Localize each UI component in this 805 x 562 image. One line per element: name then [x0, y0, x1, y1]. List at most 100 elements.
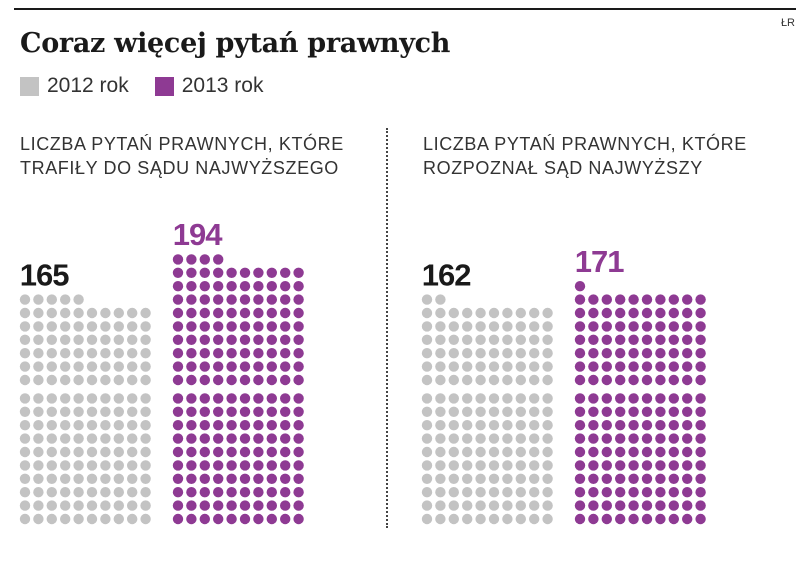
dot-2-2012-74 — [502, 420, 513, 431]
dot-2-2012-137 — [462, 334, 473, 345]
dot-1-2012-116 — [73, 361, 84, 372]
dot-1-2012-131 — [140, 334, 151, 345]
dot-2-2012-38 — [448, 473, 459, 484]
dot-2-2013-82 — [682, 406, 693, 417]
dot-2-2013-5 — [641, 513, 653, 525]
dot-1-2012-92 — [127, 393, 138, 404]
dot-1-2012-153 — [113, 307, 125, 319]
dot-1-2012-4 — [100, 513, 111, 525]
dot-1-2012-134 — [100, 334, 111, 345]
dot-2-2013-70 — [574, 433, 586, 444]
dot-2-2013-102 — [682, 374, 693, 386]
dot-2-2013-3 — [668, 513, 679, 525]
dot-2-2013-125 — [641, 348, 653, 359]
dot-2-2012-82 — [529, 406, 540, 417]
dot-1-2013-155 — [239, 307, 251, 319]
dot-1-2013-101 — [293, 374, 304, 386]
dot-2-2013-106 — [628, 374, 639, 386]
dot-1-2013-188 — [199, 267, 210, 278]
dot-1-2012-121 — [140, 348, 151, 359]
dot-2-2013-140 — [574, 334, 586, 345]
dot-2-2012-93 — [515, 393, 526, 404]
dot-1-2012-49 — [33, 460, 44, 471]
dot-2-2013-53 — [668, 446, 679, 458]
dot-2-2013-92 — [682, 393, 693, 404]
dot-2-2013-67 — [615, 433, 626, 444]
dot-1-2012-5 — [86, 513, 98, 525]
dot-1-2012-157 — [59, 307, 71, 319]
dot-2-2013-47 — [615, 460, 626, 471]
dot-1-2012-136 — [73, 334, 84, 345]
dot-1-2013-83 — [266, 406, 277, 417]
dot-1-2012-149 — [33, 321, 44, 332]
dot-1-2012-156 — [73, 307, 84, 319]
dot-2-2012-50 — [421, 460, 433, 471]
dot-2-2012-94 — [502, 393, 513, 404]
dot-1-2013-65 — [239, 433, 251, 444]
dot-2-2012-131 — [542, 334, 553, 345]
dot-1-2013-15 — [239, 500, 251, 511]
dot-2-2012-43 — [515, 460, 526, 471]
dot-1-2012-63 — [113, 433, 125, 444]
dot-2-2013-33 — [668, 473, 679, 484]
dot-2-2013-63 — [668, 433, 679, 444]
dot-2-2012-122 — [529, 348, 540, 359]
dot-2-2012-64 — [502, 433, 513, 444]
dot-1-2013-138 — [199, 334, 210, 345]
dot-2-2012-62 — [529, 433, 540, 444]
dot-1-2012-109 — [33, 374, 44, 386]
dot-1-2013-143 — [266, 321, 277, 332]
dot-1-2013-39 — [186, 473, 197, 484]
dot-2-2013-136 — [628, 334, 639, 345]
dot-1-2013-80 — [172, 420, 184, 431]
dot-2-2012-49 — [435, 460, 446, 471]
dot-2-2012-31 — [542, 473, 553, 484]
dot-2-2012-152 — [529, 307, 540, 319]
dot-2-2013-16 — [628, 500, 639, 511]
dot-2-2013-147 — [615, 321, 626, 332]
dot-2-2012-42 — [529, 460, 540, 471]
dot-1-2013-133 — [266, 334, 277, 345]
dot-1-2013-150 — [172, 321, 184, 332]
dot-1-2013-117 — [213, 361, 224, 372]
dot-2-2012-113 — [515, 361, 526, 372]
dot-2-2013-117 — [615, 361, 626, 372]
dot-2-2013-104 — [655, 374, 666, 386]
dot-2-2012-161 — [421, 294, 433, 305]
dot-1-2012-35 — [86, 473, 98, 484]
dot-1-2012-21 — [140, 487, 151, 498]
dot-2-2013-119 — [588, 361, 599, 372]
legend-swatch-2013 — [154, 76, 174, 96]
dot-2-2013-167 — [615, 294, 626, 305]
dot-1-2013-16 — [226, 500, 237, 511]
dot-1-2012-53 — [113, 446, 125, 458]
dot-2-2012-100 — [421, 393, 433, 404]
dot-1-2012-15 — [86, 500, 98, 511]
dot-1-2012-162 — [33, 294, 44, 305]
dot-2-2012-18 — [448, 500, 459, 511]
dot-1-2012-75 — [86, 420, 98, 431]
dot-2-2012-138 — [448, 334, 459, 345]
dot-1-2012-83 — [113, 406, 125, 417]
dot-1-2012-132 — [127, 334, 138, 345]
dot-2-2013-170 — [574, 294, 586, 305]
dot-2-2013-84 — [655, 406, 666, 417]
dot-1-2012-89 — [33, 406, 44, 417]
dot-2-2013-69 — [588, 433, 599, 444]
dot-1-2013-63 — [266, 433, 277, 444]
dot-1-2013-130 — [172, 348, 184, 359]
dot-2-2012-140 — [421, 334, 433, 345]
dot-1-2012-28 — [46, 487, 57, 498]
dot-2-2012-66 — [475, 433, 486, 444]
dot-1-2012-110 — [19, 374, 31, 386]
dot-2-2012-19 — [435, 500, 446, 511]
dot-2-2012-136 — [475, 334, 486, 345]
dot-2-2012-55 — [488, 446, 500, 458]
dot-2-2012-92 — [529, 393, 540, 404]
dot-2-2012-59 — [435, 446, 446, 458]
dot-1-2013-178 — [199, 281, 210, 292]
value-label-2-2013: 171 — [575, 244, 624, 279]
dot-1-2013-98 — [199, 393, 210, 404]
dot-1-2012-107 — [59, 374, 71, 386]
dot-2-2013-127 — [615, 348, 626, 359]
